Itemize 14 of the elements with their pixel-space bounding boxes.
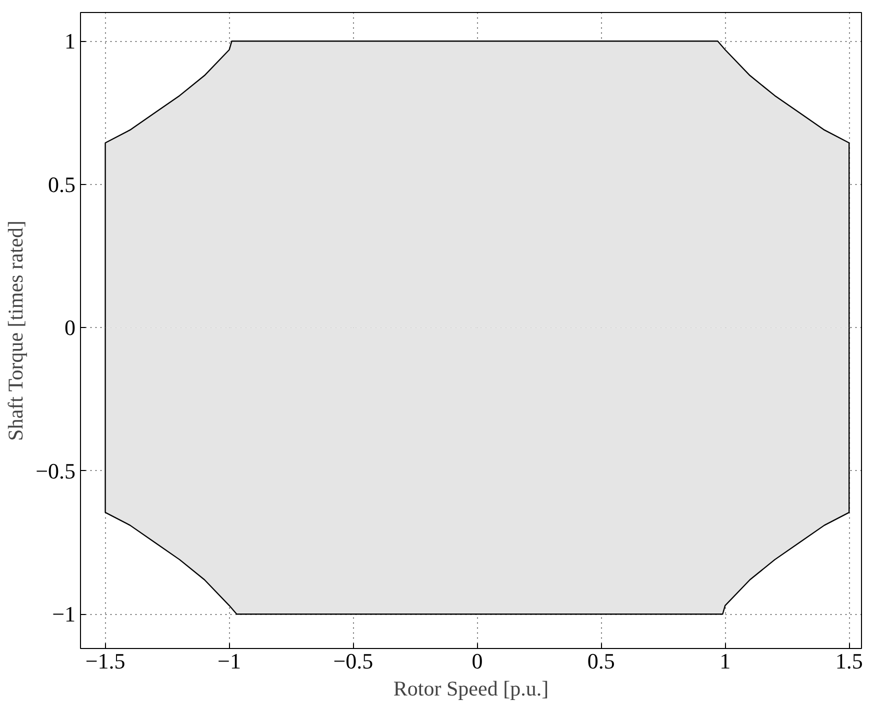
y-tick-label: 0 <box>64 315 76 340</box>
y-tick-label: 0.5 <box>48 172 76 197</box>
x-axis-title: Rotor Speed [p.u.] <box>393 676 549 700</box>
x-tick-label: −1 <box>218 648 241 674</box>
x-tick-label: 1.5 <box>835 648 863 674</box>
y-tick-label: 1 <box>64 28 76 54</box>
y-axis-title: Shaft Torque [times rated] <box>4 220 28 441</box>
x-tick-label: −0.5 <box>333 648 374 674</box>
x-tick-label: 1 <box>720 648 731 674</box>
y-tick-label: −0.5 <box>36 458 76 484</box>
x-tick-label: 0 <box>472 648 483 674</box>
x-tick-label: −1.5 <box>85 648 126 674</box>
x-tick-label: 0.5 <box>587 648 615 674</box>
y-tick-label: −1 <box>52 602 76 627</box>
